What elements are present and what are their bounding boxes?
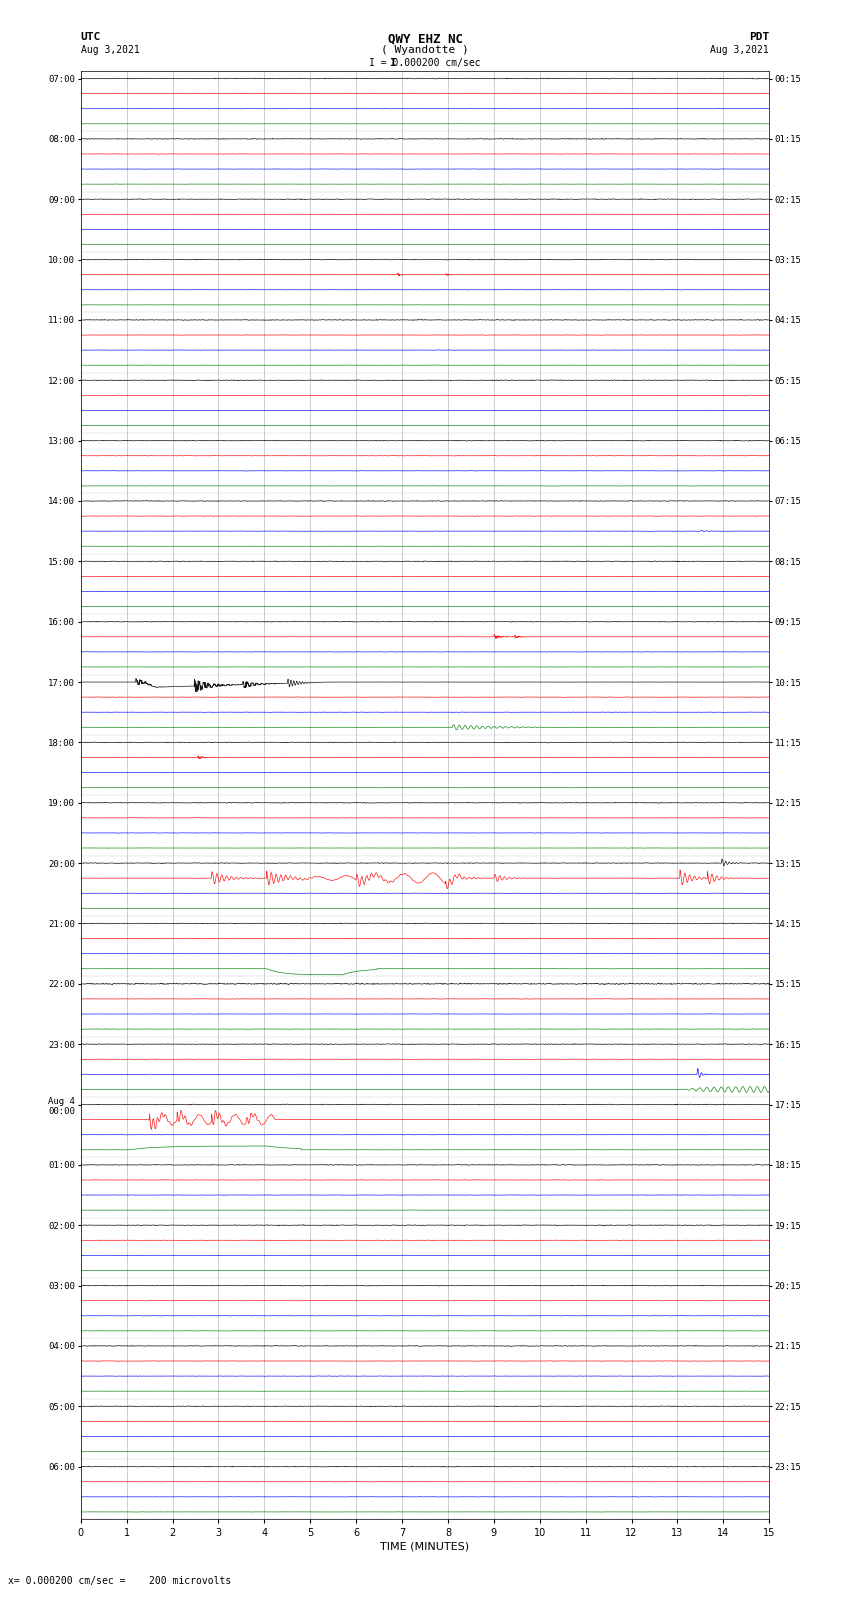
- Text: Aug 3,2021: Aug 3,2021: [81, 45, 139, 55]
- Text: x= 0.000200 cm/sec =    200 microvolts: x= 0.000200 cm/sec = 200 microvolts: [8, 1576, 232, 1586]
- X-axis label: TIME (MINUTES): TIME (MINUTES): [381, 1542, 469, 1552]
- Text: UTC: UTC: [81, 32, 101, 42]
- Text: QWY EHZ NC: QWY EHZ NC: [388, 32, 462, 45]
- Text: Aug 3,2021: Aug 3,2021: [711, 45, 769, 55]
- Text: I: I: [389, 58, 396, 68]
- Text: I = 0.000200 cm/sec: I = 0.000200 cm/sec: [369, 58, 481, 68]
- Text: PDT: PDT: [749, 32, 769, 42]
- Text: ( Wyandotte ): ( Wyandotte ): [381, 45, 469, 55]
